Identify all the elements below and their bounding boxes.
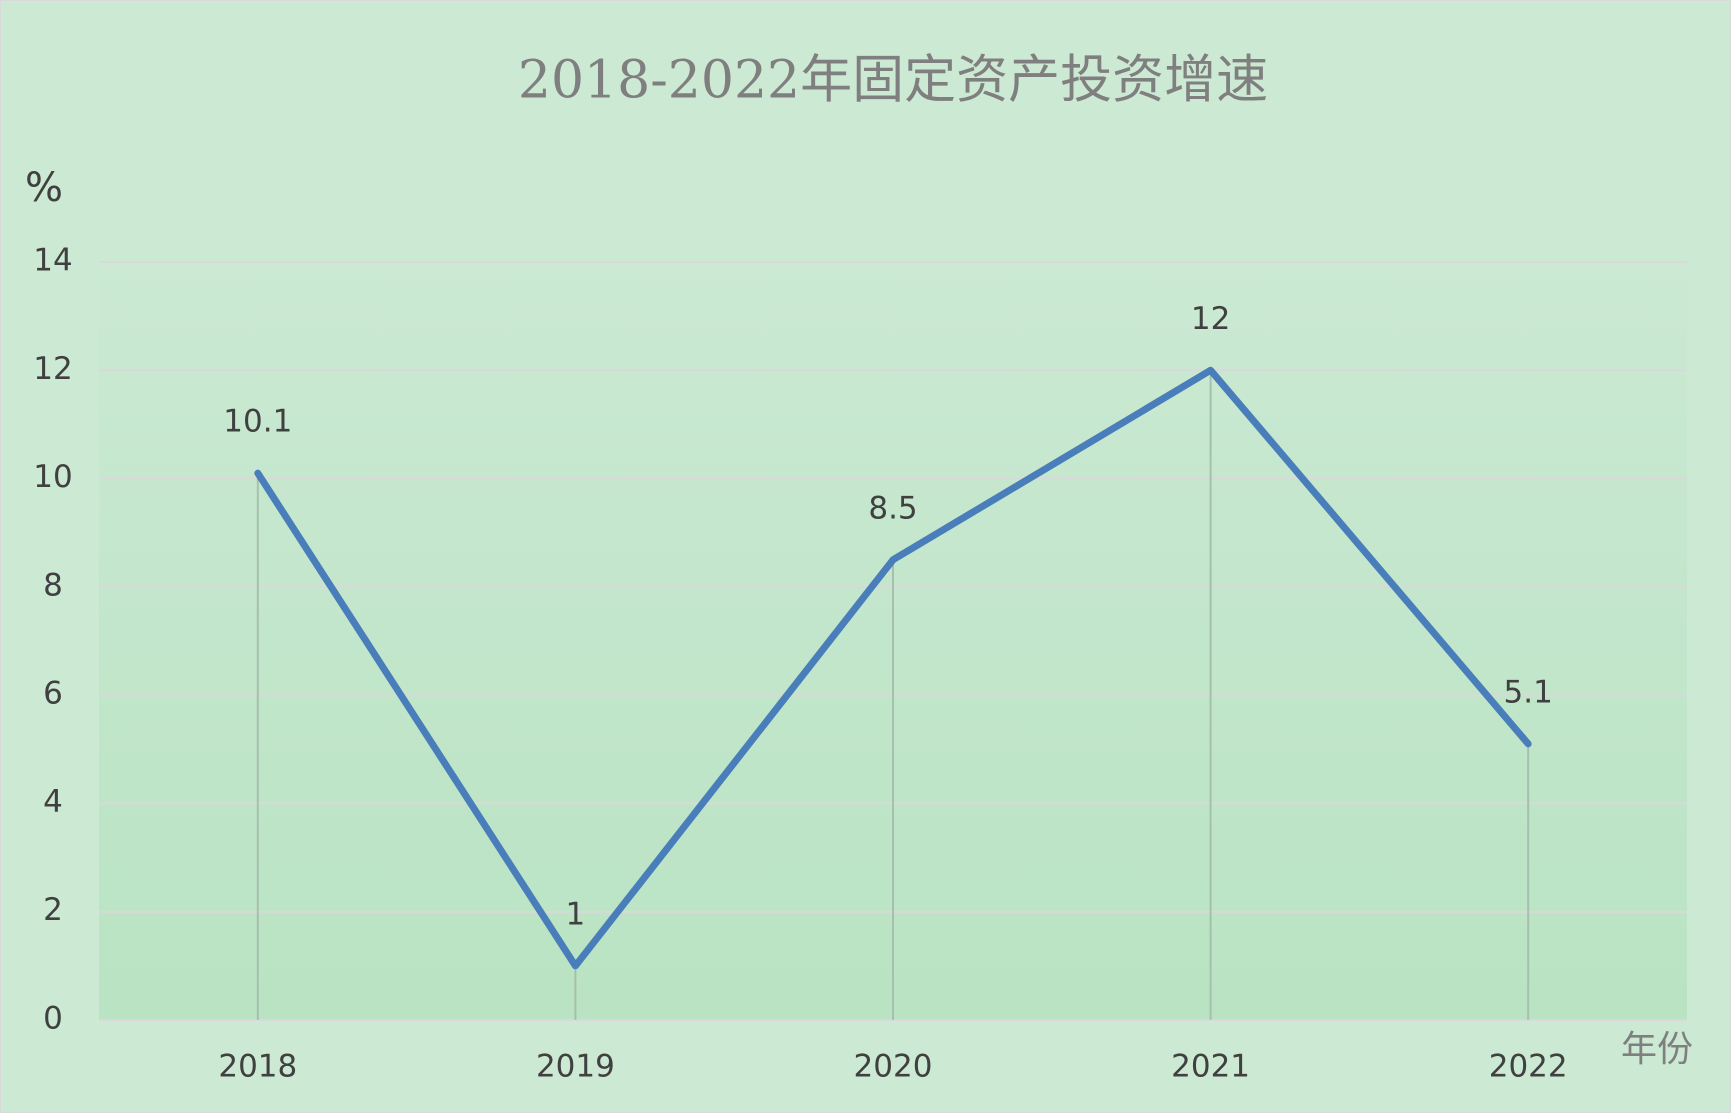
chart-title: 2018-2022年固定资产投资增速 [518, 51, 1268, 111]
y-tick-label: 4 [43, 784, 63, 820]
x-tick-label: 2022 [1489, 1049, 1568, 1085]
data-label: 8.5 [868, 490, 917, 526]
data-label: 1 [566, 896, 586, 932]
x-tick-label: 2019 [536, 1049, 615, 1085]
x-tick-label: 2018 [218, 1049, 297, 1085]
x-axis-label: 年份 [1621, 1029, 1693, 1070]
x-tick-label: 2021 [1171, 1049, 1250, 1085]
y-tick-label: 12 [33, 351, 72, 387]
y-tick-label: 10 [33, 459, 72, 495]
y-tick-label: 6 [43, 676, 63, 712]
y-tick-label: 2 [43, 892, 63, 928]
data-label: 10.1 [223, 404, 292, 440]
data-label: 5.1 [1504, 674, 1553, 710]
x-tick-label: 2020 [854, 1049, 933, 1085]
line [254, 366, 1532, 970]
y-axis-label: % [25, 165, 63, 211]
y-tick-label: 0 [43, 1001, 63, 1037]
data-label: 12 [1191, 301, 1230, 337]
y-tick-label: 14 [33, 243, 72, 279]
y-tick-label: 8 [43, 567, 63, 603]
